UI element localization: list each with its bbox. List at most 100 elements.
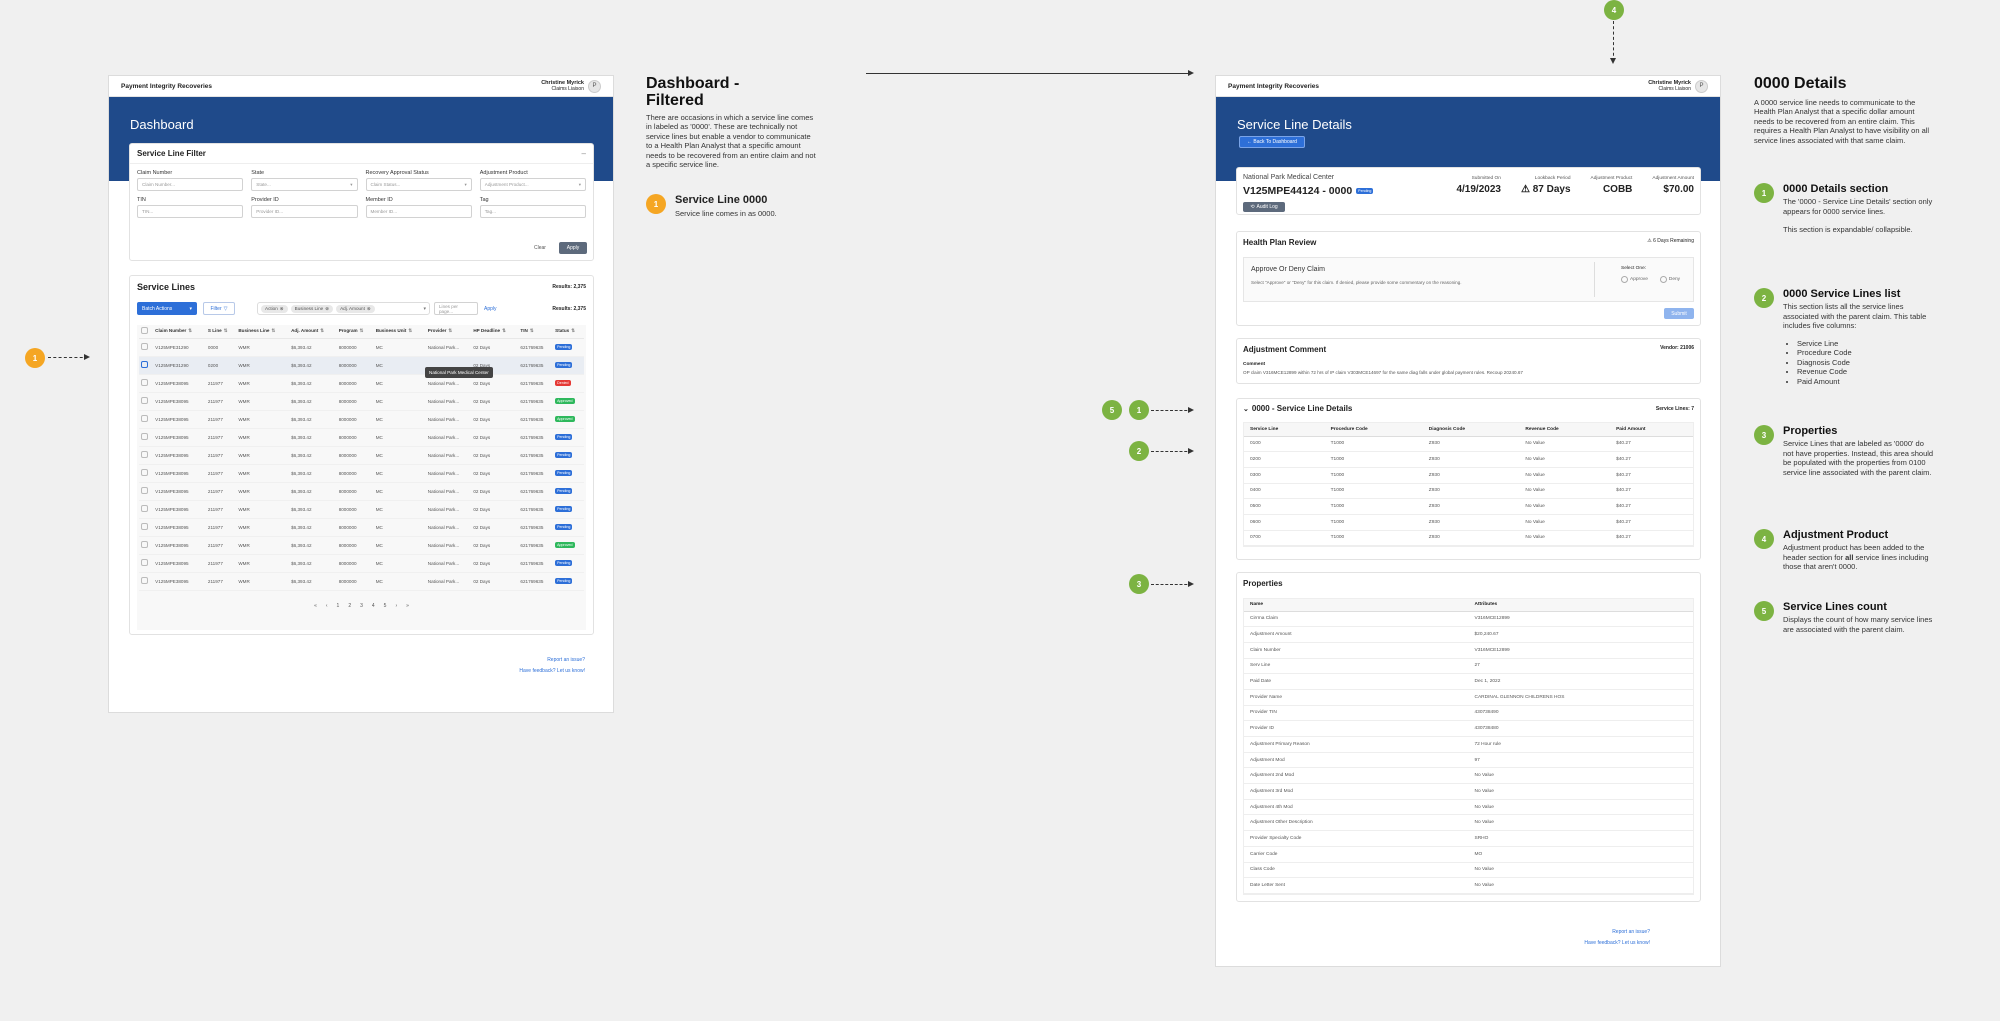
table-row[interactable]: V125MPE31290 0200 WMR $6,393.42 8000000 MC 02 … bbox=[139, 356, 584, 375]
sort-icon[interactable]: ⇅ bbox=[223, 328, 228, 334]
row-checkbox[interactable] bbox=[141, 397, 148, 404]
table-row[interactable]: V125MPE31290 0000 WMR $6,393.42 8000000 MC Nat… bbox=[139, 338, 584, 357]
column-header[interactable]: Claim Number ⇅ bbox=[153, 325, 206, 339]
column-header[interactable]: Business Line ⇅ bbox=[236, 325, 290, 339]
table-row[interactable]: V125MPE38095 211977 WMR $6,393.42 8000000 MC N… bbox=[139, 392, 584, 411]
table-row[interactable]: V125MPE38095 211977 WMR $6,393.42 8000000 MC N… bbox=[139, 572, 584, 591]
row-checkbox[interactable] bbox=[141, 505, 148, 512]
column-header[interactable]: Adj. Amount ⇅ bbox=[289, 325, 337, 339]
sort-icon[interactable]: ⇅ bbox=[502, 328, 506, 334]
user-menu[interactable]: Christine Myrick Claims Liaison P bbox=[541, 79, 601, 93]
approve-radio[interactable]: Approve bbox=[1621, 276, 1648, 283]
sort-icon[interactable]: ⇅ bbox=[188, 328, 193, 334]
table-row[interactable]: V125MPE38095 211977 WMR $6,393.42 8000000 MC N… bbox=[139, 374, 584, 393]
sort-icon[interactable]: ⇅ bbox=[359, 328, 364, 334]
row-select[interactable] bbox=[139, 482, 154, 501]
filter-input[interactable]: Tag... bbox=[479, 205, 586, 218]
row-checkbox[interactable] bbox=[141, 487, 148, 494]
avatar[interactable]: P bbox=[1695, 79, 1708, 93]
row-checkbox[interactable] bbox=[141, 379, 148, 386]
lines-per-page-input[interactable]: Lines per page... bbox=[434, 302, 478, 315]
chevron-down-icon[interactable]: ▾ bbox=[423, 305, 426, 312]
page-link[interactable]: › bbox=[395, 602, 398, 609]
row-select[interactable] bbox=[139, 572, 154, 591]
close-icon[interactable]: ⊗ bbox=[366, 305, 371, 311]
sort-icon[interactable]: ⇅ bbox=[320, 328, 325, 334]
close-icon[interactable]: ⊗ bbox=[325, 305, 330, 311]
row-select[interactable] bbox=[139, 410, 154, 429]
row-checkbox[interactable] bbox=[141, 577, 148, 584]
table-row[interactable]: V125MPE38095 211977 WMR $6,393.42 8000000 MC N… bbox=[139, 410, 584, 429]
row-select[interactable] bbox=[139, 392, 154, 411]
submit-button[interactable]: Submit bbox=[1664, 308, 1694, 319]
filter-input[interactable]: TIN... bbox=[137, 205, 244, 218]
table-row[interactable]: V125MPE38095 211977 WMR $6,393.42 8000000 MC N… bbox=[139, 464, 584, 483]
column-header[interactable]: Program ⇅ bbox=[336, 325, 374, 339]
row-checkbox[interactable] bbox=[141, 541, 148, 548]
column-header[interactable]: S Line ⇅ bbox=[205, 325, 237, 339]
details-toggle[interactable]: ⌄ 0000 - Service Line Details bbox=[1243, 404, 1352, 413]
page-link[interactable]: 2 bbox=[348, 602, 352, 609]
table-row[interactable]: V125MPE38095 211977 WMR $6,393.42 8000000 MC N… bbox=[139, 518, 584, 537]
page-link[interactable]: 3 bbox=[360, 602, 363, 609]
apply-button[interactable]: Apply bbox=[559, 242, 587, 254]
page-link[interactable]: » bbox=[406, 602, 409, 609]
avatar[interactable]: P bbox=[588, 79, 601, 93]
column-header[interactable]: Provider ⇅ bbox=[425, 325, 472, 339]
clear-button[interactable]: Clear bbox=[534, 245, 546, 251]
feedback-link[interactable]: Have feedback? Let us know! bbox=[519, 668, 585, 674]
row-checkbox[interactable] bbox=[141, 433, 148, 440]
row-select[interactable] bbox=[139, 356, 154, 375]
select-all-checkbox[interactable] bbox=[141, 327, 148, 335]
filter-button[interactable]: Filter ▽ bbox=[203, 302, 235, 315]
row-select[interactable] bbox=[139, 374, 154, 393]
page-link[interactable]: ‹ bbox=[325, 602, 328, 609]
page-link[interactable]: 4 bbox=[371, 602, 375, 609]
chip-business-line[interactable]: Business Line ⊗ bbox=[290, 304, 334, 313]
row-select[interactable] bbox=[139, 446, 154, 465]
table-row[interactable]: V125MPE38095 211977 WMR $6,393.42 8000000 MC N… bbox=[139, 428, 584, 447]
column-header[interactable]: Status ⇅ bbox=[553, 325, 584, 339]
feedback-link[interactable]: Have feedback? Let us know! bbox=[1584, 940, 1650, 946]
user-menu[interactable]: Christine Myrick Claims Liaison P bbox=[1648, 79, 1708, 93]
close-icon[interactable]: ⊗ bbox=[279, 305, 284, 311]
sort-icon[interactable]: ⇅ bbox=[571, 328, 576, 334]
row-checkbox[interactable] bbox=[141, 361, 148, 368]
table-row[interactable]: V125MPE38095 211977 WMR $6,393.42 8000000 MC N… bbox=[139, 500, 584, 519]
row-select[interactable] bbox=[139, 554, 154, 573]
row-checkbox[interactable] bbox=[141, 451, 148, 458]
audit-log-button[interactable]: ⟲ Audit Log bbox=[1243, 202, 1285, 212]
filter-input[interactable]: Claim Status... ▾ bbox=[365, 178, 472, 191]
column-header[interactable]: Business Unit ⇅ bbox=[373, 325, 426, 339]
page-link[interactable]: 5 bbox=[383, 602, 387, 609]
row-checkbox[interactable] bbox=[141, 523, 148, 530]
column-header[interactable]: HP Deadline ⇅ bbox=[471, 325, 519, 339]
sort-icon[interactable]: ⇅ bbox=[271, 328, 276, 334]
sort-icon[interactable]: ⇅ bbox=[529, 328, 534, 334]
lines-apply-link[interactable]: Apply bbox=[484, 305, 497, 312]
collapse-icon[interactable]: – bbox=[581, 149, 586, 158]
batch-actions-button[interactable]: Batch Actions ▾ bbox=[137, 302, 197, 315]
table-row[interactable]: V125MPE38095 211977 WMR $6,393.42 8000000 MC N… bbox=[139, 446, 584, 465]
chip-adj-amount[interactable]: Adj. Amount ⊗ bbox=[336, 304, 375, 313]
page-link[interactable]: « bbox=[314, 602, 317, 609]
select-all-header[interactable] bbox=[139, 325, 154, 339]
row-checkbox[interactable] bbox=[141, 343, 148, 350]
page-link[interactable]: 1 bbox=[336, 602, 340, 609]
filter-input[interactable]: Adjustment Product... ▾ bbox=[479, 178, 586, 191]
row-select[interactable] bbox=[139, 536, 154, 555]
report-issue-link[interactable]: Report an issue? bbox=[1612, 929, 1650, 935]
back-to-dashboard-button[interactable]: ← Back To Dashboard bbox=[1239, 136, 1305, 148]
row-select[interactable] bbox=[139, 338, 154, 357]
deny-radio[interactable]: Deny bbox=[1659, 276, 1680, 283]
filter-input[interactable]: Provider ID... bbox=[251, 205, 358, 218]
row-select[interactable] bbox=[139, 428, 154, 447]
report-issue-link[interactable]: Report an issue? bbox=[547, 657, 585, 663]
sort-icon[interactable]: ⇅ bbox=[448, 328, 453, 334]
row-checkbox[interactable] bbox=[141, 469, 148, 476]
sort-icon[interactable]: ⇅ bbox=[408, 328, 413, 334]
column-header[interactable]: TIN ⇅ bbox=[518, 325, 554, 339]
chip-action[interactable]: Action ⊗ bbox=[261, 304, 288, 313]
row-checkbox[interactable] bbox=[141, 415, 148, 422]
row-checkbox[interactable] bbox=[141, 559, 148, 566]
